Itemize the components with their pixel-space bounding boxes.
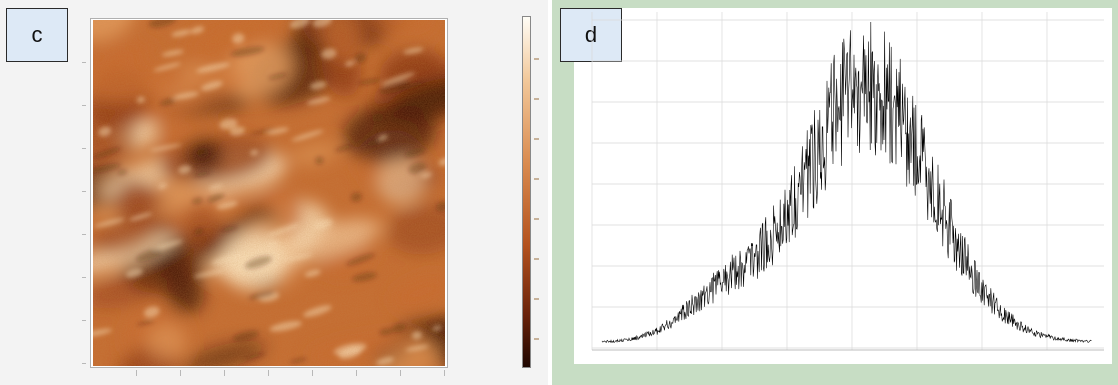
panel-c: c [0, 0, 548, 385]
plot-gridlines [591, 12, 1104, 350]
spectrum-trace [601, 21, 1092, 344]
afm-left-ticks [82, 20, 86, 366]
afm-grain [93, 20, 445, 366]
height-colorbar [522, 16, 531, 368]
panel-d: d [552, 0, 1118, 385]
afm-tick-marks [93, 370, 445, 376]
afm-height-map [93, 20, 445, 366]
panel-label-d: d [560, 8, 622, 62]
spectrum-line [601, 21, 1092, 344]
spectrum-plot [591, 12, 1104, 351]
colorbar-tick-marks [534, 20, 539, 366]
panel-label-c: c [6, 8, 68, 62]
